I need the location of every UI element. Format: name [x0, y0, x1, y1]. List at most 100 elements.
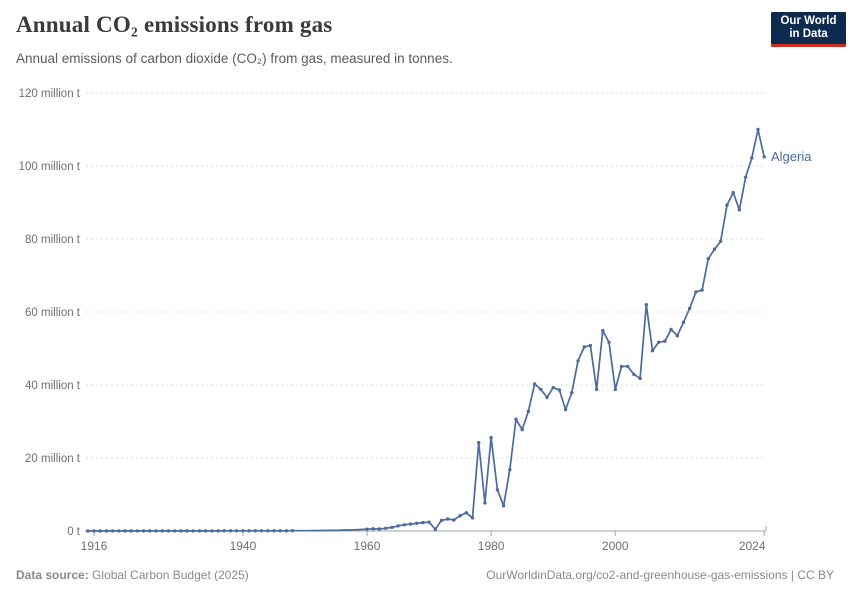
data-point-marker[interactable]	[557, 388, 562, 392]
data-point-marker[interactable]	[110, 529, 115, 533]
data-point-marker[interactable]	[731, 190, 735, 195]
data-point-marker[interactable]	[706, 257, 710, 261]
data-point-marker[interactable]	[141, 529, 146, 533]
data-point-marker[interactable]	[415, 521, 419, 525]
data-point-marker[interactable]	[532, 382, 537, 386]
data-point-marker[interactable]	[173, 529, 177, 533]
data-point-marker[interactable]	[594, 387, 599, 392]
data-point-marker[interactable]	[396, 524, 400, 528]
data-point-marker[interactable]	[657, 340, 661, 344]
data-point-marker[interactable]	[700, 288, 704, 292]
data-point-marker[interactable]	[228, 529, 233, 533]
data-point-marker[interactable]	[508, 468, 512, 472]
data-point-marker[interactable]	[719, 239, 723, 243]
data-point-marker[interactable]	[266, 529, 270, 533]
data-point-marker[interactable]	[253, 529, 257, 533]
data-point-marker[interactable]	[669, 327, 673, 332]
data-point-marker[interactable]	[638, 376, 642, 381]
data-point-marker[interactable]	[551, 385, 555, 390]
data-point-marker[interactable]	[148, 529, 152, 533]
data-point-marker[interactable]	[384, 526, 388, 530]
data-point-marker[interactable]	[365, 527, 369, 531]
data-point-marker[interactable]	[762, 155, 766, 159]
data-point-marker[interactable]	[278, 529, 282, 533]
data-point-marker[interactable]	[688, 306, 692, 311]
data-point-marker[interactable]	[650, 349, 655, 353]
data-point-marker[interactable]	[626, 364, 630, 369]
data-point-marker[interactable]	[259, 529, 264, 533]
data-point-marker[interactable]	[582, 345, 586, 349]
data-point-marker[interactable]	[439, 518, 444, 523]
data-point-marker[interactable]	[489, 435, 493, 440]
data-point-marker[interactable]	[725, 203, 729, 207]
data-point-marker[interactable]	[681, 320, 686, 324]
data-point-marker[interactable]	[390, 525, 394, 530]
data-point-marker[interactable]	[235, 529, 239, 533]
data-point-marker[interactable]	[166, 529, 171, 533]
data-point-marker[interactable]	[179, 529, 183, 533]
data-point-marker[interactable]	[371, 527, 375, 531]
data-point-marker[interactable]	[290, 529, 295, 533]
emissions-line[interactable]	[86, 128, 766, 532]
data-point-marker[interactable]	[470, 516, 475, 520]
data-point-marker[interactable]	[576, 359, 580, 363]
data-point-marker[interactable]	[98, 529, 102, 533]
data-point-marker[interactable]	[737, 208, 742, 212]
data-point-marker[interactable]	[247, 529, 251, 533]
data-point-marker[interactable]	[712, 247, 717, 251]
data-point-marker[interactable]	[272, 529, 276, 533]
data-point-marker[interactable]	[607, 340, 611, 344]
data-point-marker[interactable]	[750, 156, 754, 160]
data-point-marker[interactable]	[601, 328, 605, 333]
data-point-marker[interactable]	[501, 504, 506, 508]
data-point-marker[interactable]	[520, 427, 524, 432]
data-point-marker[interactable]	[539, 387, 543, 392]
data-point-marker[interactable]	[402, 523, 406, 527]
data-point-marker[interactable]	[464, 511, 468, 515]
data-point-marker[interactable]	[129, 529, 133, 533]
data-point-marker[interactable]	[204, 529, 208, 533]
owid-url-link[interactable]: OurWorldinData.org/co2-and-greenhouse-ga…	[486, 568, 834, 582]
data-point-marker[interactable]	[588, 343, 593, 348]
data-point-marker[interactable]	[495, 488, 500, 492]
data-point-marker[interactable]	[154, 529, 158, 533]
data-point-marker[interactable]	[570, 391, 574, 395]
data-point-marker[interactable]	[545, 395, 549, 400]
data-point-marker[interactable]	[408, 522, 413, 526]
data-point-marker[interactable]	[160, 529, 164, 533]
data-point-marker[interactable]	[675, 334, 679, 338]
data-point-marker[interactable]	[197, 529, 202, 533]
data-point-marker[interactable]	[452, 518, 456, 522]
data-point-marker[interactable]	[222, 529, 226, 533]
data-point-marker[interactable]	[421, 520, 425, 525]
data-point-marker[interactable]	[756, 127, 760, 132]
data-point-marker[interactable]	[377, 527, 382, 531]
data-point-marker[interactable]	[563, 407, 568, 412]
data-point-marker[interactable]	[644, 303, 648, 307]
data-point-marker[interactable]	[216, 529, 220, 533]
owid-logo[interactable]: Our World in Data	[771, 12, 846, 47]
data-point-marker[interactable]	[284, 529, 289, 533]
data-point-marker[interactable]	[613, 387, 617, 392]
data-point-marker[interactable]	[446, 517, 450, 521]
data-point-marker[interactable]	[241, 529, 245, 533]
data-point-marker[interactable]	[619, 364, 624, 369]
data-point-marker[interactable]	[526, 409, 531, 413]
data-point-marker[interactable]	[433, 527, 437, 531]
data-point-marker[interactable]	[663, 339, 667, 343]
data-point-marker[interactable]	[210, 529, 214, 533]
data-point-marker[interactable]	[86, 529, 90, 533]
data-point-marker[interactable]	[694, 290, 698, 294]
data-point-marker[interactable]	[191, 529, 195, 533]
data-point-marker[interactable]	[185, 529, 189, 533]
data-point-marker[interactable]	[477, 441, 481, 445]
data-point-marker[interactable]	[104, 529, 109, 533]
data-point-marker[interactable]	[92, 529, 96, 533]
data-point-marker[interactable]	[514, 417, 518, 421]
data-point-marker[interactable]	[632, 372, 636, 377]
data-point-marker[interactable]	[427, 520, 431, 524]
data-point-marker[interactable]	[743, 175, 748, 179]
data-point-marker[interactable]	[117, 529, 121, 533]
data-point-marker[interactable]	[123, 529, 127, 533]
